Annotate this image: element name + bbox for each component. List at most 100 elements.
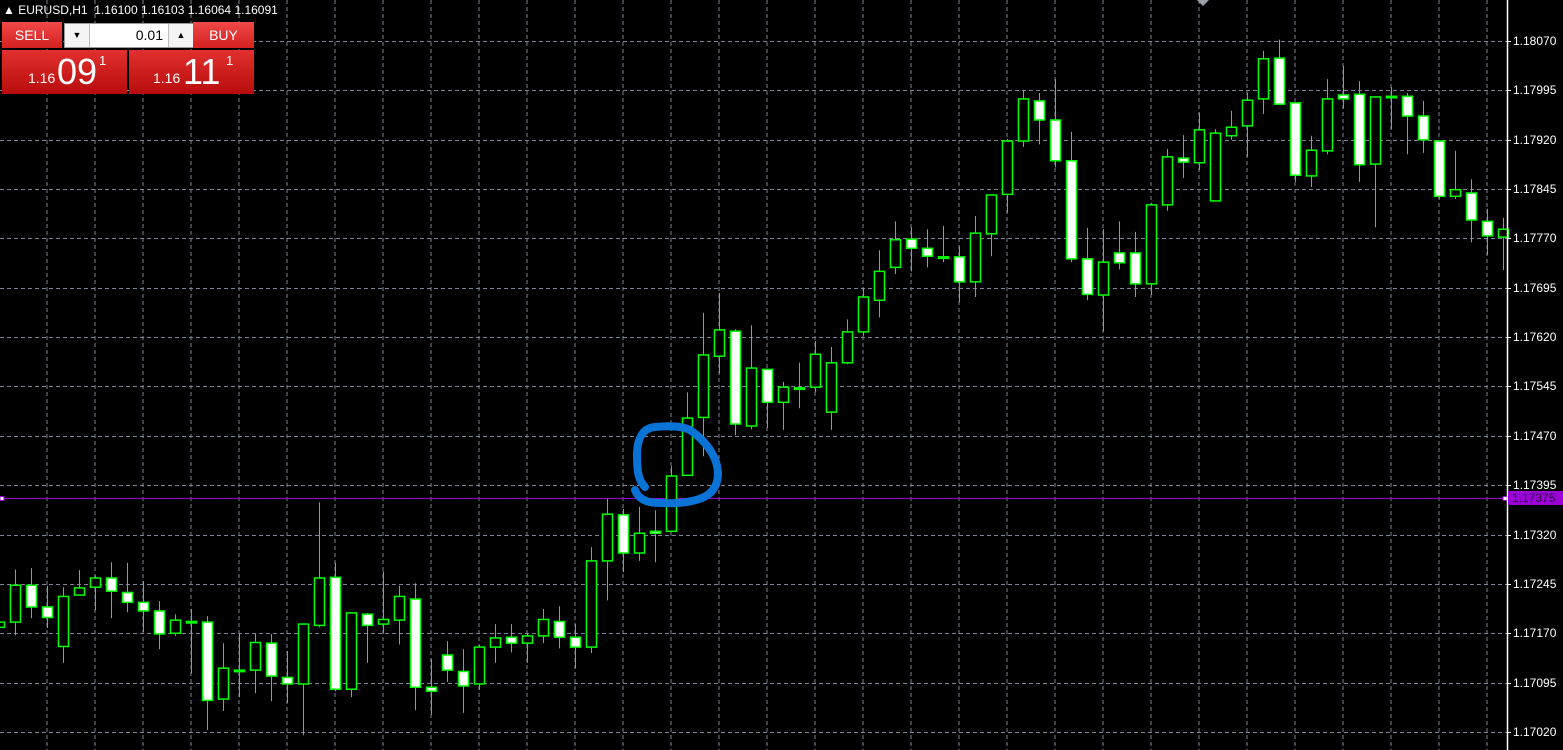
candle-body (569, 636, 582, 648)
buy-button[interactable]: BUY (193, 22, 254, 48)
candle (553, 606, 566, 649)
candle-body (537, 618, 550, 637)
candle-body (1129, 252, 1142, 285)
candle-body (73, 587, 86, 596)
candle (569, 624, 582, 669)
candle (313, 502, 326, 628)
candle (1353, 81, 1366, 182)
candle-body (233, 669, 246, 673)
candle (153, 601, 166, 650)
candle (697, 312, 710, 457)
candle-body (1497, 228, 1510, 238)
axis-tick-label: 1.17770 (1513, 230, 1557, 245)
candle (1401, 92, 1414, 155)
candle-body (473, 646, 486, 685)
candle (0, 621, 6, 629)
candle (745, 325, 758, 430)
candle-body (889, 238, 902, 269)
lot-size-input[interactable]: 0.01 (135, 27, 163, 43)
candle (1161, 148, 1174, 211)
candle (1465, 179, 1478, 243)
candle (201, 616, 214, 731)
candle (89, 575, 102, 611)
candle-body (777, 386, 790, 404)
candle (649, 510, 662, 563)
candle-body (1017, 98, 1030, 142)
candle-body (1385, 95, 1398, 99)
candle (233, 633, 246, 698)
candle-body (441, 654, 454, 671)
candle (297, 623, 310, 736)
candle (585, 547, 598, 654)
candle-body (1033, 100, 1046, 121)
lot-size-stepper[interactable]: ▼ 0.01 ▲ (64, 23, 194, 48)
increase-lot-icon[interactable]: ▲ (168, 24, 193, 47)
candle (1481, 208, 1494, 255)
collapse-triangle-icon[interactable]: ▲ (3, 3, 19, 17)
axis-tick-label: 1.17620 (1513, 329, 1557, 344)
candle-body (1257, 58, 1270, 100)
candle (921, 229, 934, 268)
candle (633, 506, 646, 561)
decrease-lot-icon[interactable]: ▼ (65, 24, 90, 47)
candle (1337, 66, 1350, 109)
candle (169, 614, 182, 636)
symbol-label: EURUSD,H1 (18, 3, 88, 17)
candle (713, 293, 726, 374)
candle (985, 194, 998, 257)
close-value: 1.16091 (234, 3, 278, 17)
low-value: 1.16064 (187, 3, 232, 17)
candle-body (985, 194, 998, 235)
candle-body (393, 595, 406, 621)
candle-body (185, 620, 198, 624)
candle (377, 571, 390, 634)
candle-body (249, 641, 262, 671)
candle (537, 608, 550, 644)
candle-body (0, 621, 6, 629)
candle-body (425, 686, 438, 692)
candle-body (1449, 188, 1462, 198)
candle (217, 643, 230, 711)
axis-tick-label: 1.17920 (1513, 132, 1557, 147)
sell-button[interactable]: SELL (2, 22, 62, 48)
axis-tick-label: 1.17995 (1513, 82, 1557, 97)
sell-price-prefix: 1.16 (28, 70, 56, 86)
candle (73, 570, 86, 596)
candle-body (729, 330, 742, 425)
axis-tick-label: 1.17845 (1513, 181, 1557, 196)
candle-body (57, 595, 70, 648)
sell-price-button[interactable]: 1.16 09 1 (2, 50, 127, 94)
candle-body (137, 601, 150, 612)
candle (617, 508, 630, 573)
candle (1305, 135, 1318, 188)
candle-body (1369, 96, 1382, 165)
candle (905, 227, 918, 272)
candle (1193, 112, 1206, 170)
axis-tick-label: 1.17320 (1513, 527, 1557, 542)
candle-body (201, 621, 214, 702)
candle (185, 608, 198, 674)
candle-body (857, 296, 870, 333)
candle (873, 250, 886, 318)
candle (953, 246, 966, 303)
candle (777, 381, 790, 430)
candle (1385, 87, 1398, 130)
candle-body (1145, 204, 1158, 285)
candle (1001, 139, 1014, 213)
candle (1177, 135, 1190, 178)
candle-body (921, 247, 934, 257)
candle (1097, 229, 1110, 332)
candle (601, 499, 614, 601)
candle-body (1001, 140, 1014, 196)
candle (505, 624, 518, 653)
candle-body (89, 577, 102, 588)
candle-body (1305, 149, 1318, 177)
axis-tick-label: 1.17470 (1513, 428, 1557, 443)
axis-tick-label: 1.17095 (1513, 675, 1557, 690)
candle-body (1433, 140, 1446, 198)
buy-price-button[interactable]: 1.16 11 1 (129, 50, 254, 94)
candle-body (713, 329, 726, 357)
candle-body (1337, 94, 1350, 100)
candle (1257, 50, 1270, 115)
